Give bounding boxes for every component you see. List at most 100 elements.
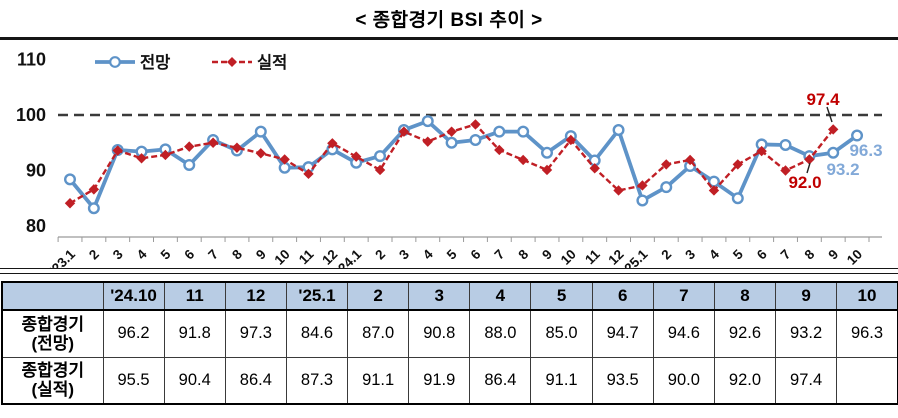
actual-marker bbox=[88, 184, 100, 195]
x-axis-label: 2 bbox=[86, 247, 102, 263]
value-cell: 91.1 bbox=[347, 356, 410, 405]
table-month-header: 3 bbox=[408, 281, 471, 311]
value-cell: 94.6 bbox=[652, 309, 715, 358]
data-label: 93.2 bbox=[826, 160, 859, 179]
x-axis-label: 6 bbox=[181, 246, 197, 262]
actual-marker bbox=[422, 136, 433, 147]
value-cell: 96.3 bbox=[836, 309, 898, 358]
annotation-leader bbox=[806, 162, 811, 174]
x-axis-label: 11 bbox=[296, 246, 317, 267]
actual-marker bbox=[470, 119, 481, 130]
table-month-header: '25.1 bbox=[285, 281, 349, 311]
row-label: 종합경기 (전망) bbox=[1, 309, 104, 358]
actual-marker bbox=[279, 154, 290, 165]
y-axis-tick-label: 110 bbox=[17, 50, 46, 70]
legend-forecast-label: 전망 bbox=[140, 53, 170, 72]
table-month-header: 5 bbox=[530, 281, 593, 311]
value-cell: 91.1 bbox=[530, 356, 593, 405]
table-month-header: 9 bbox=[775, 281, 838, 311]
x-axis-label: 3 bbox=[682, 246, 698, 262]
x-axis-label: 6 bbox=[754, 246, 770, 262]
x-axis-label: 11 bbox=[582, 246, 603, 267]
forecast-line bbox=[68, 119, 859, 211]
x-axis-label: '23.1 bbox=[47, 246, 79, 268]
value-cell: 88.0 bbox=[469, 309, 532, 358]
actual-marker bbox=[255, 148, 266, 159]
x-axis-label: 4 bbox=[134, 246, 150, 262]
value-cell: 87.3 bbox=[285, 356, 349, 405]
value-cell: 87.0 bbox=[347, 309, 410, 358]
x-axis-label: 5 bbox=[444, 246, 460, 262]
value-cell: 86.4 bbox=[469, 356, 532, 405]
actual-marker bbox=[374, 164, 386, 176]
forecast-marker bbox=[63, 173, 76, 186]
actual-marker bbox=[589, 163, 600, 174]
actual-marker bbox=[708, 185, 720, 196]
value-cell: 84.6 bbox=[285, 309, 349, 358]
forecast-marker bbox=[374, 150, 387, 163]
actual-marker bbox=[780, 165, 791, 176]
actual-marker bbox=[136, 153, 147, 164]
forecast-marker bbox=[660, 181, 673, 194]
x-axis-label: 7 bbox=[778, 247, 794, 263]
value-cell: 91.9 bbox=[408, 356, 471, 405]
forecast-marker bbox=[827, 146, 840, 159]
y-axis-tick-label: 80 bbox=[26, 216, 46, 236]
actual-marker bbox=[828, 124, 839, 135]
x-axis-label: 8 bbox=[229, 246, 245, 262]
table-month-header: 7 bbox=[652, 281, 715, 311]
data-label: 92.0 bbox=[788, 173, 821, 192]
value-cell: 90.4 bbox=[163, 356, 226, 405]
actual-marker bbox=[303, 168, 314, 180]
actual-marker bbox=[494, 144, 505, 156]
value-cell: 93.2 bbox=[775, 309, 838, 358]
actual-marker bbox=[684, 154, 696, 166]
x-axis-label: 4 bbox=[706, 246, 722, 262]
value-cell: 85.0 bbox=[530, 309, 593, 358]
actual-marker bbox=[541, 164, 553, 176]
value-cell: 92.0 bbox=[713, 356, 777, 405]
x-axis-label: 6 bbox=[468, 246, 484, 262]
forecast-marker bbox=[421, 115, 434, 128]
actual-marker bbox=[64, 198, 76, 209]
forecast-marker bbox=[469, 133, 482, 146]
legend-actual-marker bbox=[227, 57, 237, 67]
actual-marker bbox=[160, 149, 171, 161]
bsi-table: '24.10 11 12'25.1 2 3 4 5 6 7 8 9 10 종합경기 (전망) 96.2 91.… bbox=[1, 281, 898, 405]
forecast-marker bbox=[636, 194, 649, 207]
value-cell: 97.3 bbox=[224, 309, 287, 358]
x-axis-label: 8 bbox=[802, 246, 818, 262]
value-cell: 94.7 bbox=[591, 309, 654, 358]
forecast-marker bbox=[731, 192, 744, 205]
x-axis-label: 9 bbox=[825, 247, 841, 263]
value-cell: 90.0 bbox=[652, 356, 715, 405]
value-cell: 93.5 bbox=[591, 356, 654, 405]
value-cell: 95.5 bbox=[102, 356, 165, 405]
actual-marker bbox=[756, 145, 767, 157]
actual-marker bbox=[327, 138, 338, 149]
actual-marker bbox=[446, 126, 457, 137]
x-axis-label: 4 bbox=[420, 246, 436, 262]
forecast-marker bbox=[541, 146, 554, 159]
table-month-header: 8 bbox=[713, 281, 777, 311]
actual-marker bbox=[565, 134, 577, 146]
actual-marker bbox=[231, 142, 243, 153]
x-axis-label: 9 bbox=[539, 247, 555, 263]
legend-forecast-marker bbox=[109, 56, 121, 68]
forecast-marker bbox=[183, 158, 196, 171]
x-axis-label: 5 bbox=[158, 246, 174, 262]
value-cell: 91.8 bbox=[163, 309, 226, 358]
actual-marker bbox=[184, 141, 195, 152]
forecast-marker bbox=[254, 125, 267, 138]
x-axis-label: 2 bbox=[658, 247, 674, 263]
table-month-header: '24.10 bbox=[102, 281, 165, 311]
value-cell bbox=[836, 356, 898, 405]
y-axis-tick-label: 90 bbox=[26, 161, 46, 181]
forecast-marker bbox=[517, 125, 530, 138]
legend-actual-label: 실적 bbox=[257, 53, 287, 72]
x-axis-label: 10 bbox=[272, 247, 293, 268]
x-axis-label: 7 bbox=[492, 247, 508, 263]
page-title: < 종합경기 BSI 추이 > bbox=[355, 10, 543, 31]
table-month-header: 4 bbox=[469, 281, 532, 311]
